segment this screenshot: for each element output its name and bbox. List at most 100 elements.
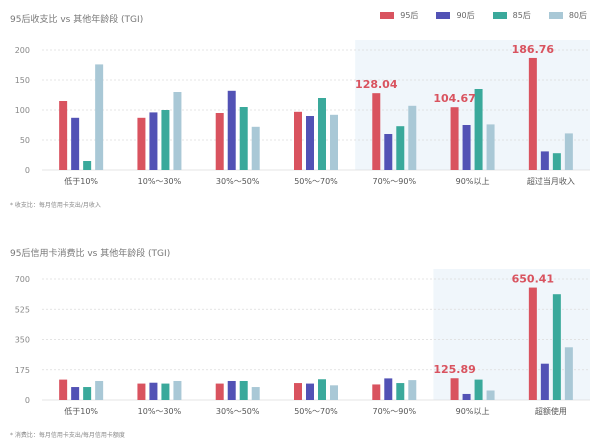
- chart1-ytick-label: 150: [15, 76, 30, 85]
- chart2-bar: [462, 393, 471, 400]
- chart2-bar: [215, 383, 224, 400]
- chart1-category-label: 90%以上: [456, 177, 490, 186]
- legend-swatch-80: [548, 12, 563, 19]
- chart1-bar: [528, 57, 537, 170]
- chart1-bar: [330, 114, 338, 170]
- chart2-ytick-label: 0: [25, 396, 30, 405]
- chart1-bar: [59, 101, 68, 170]
- chart1-bar: [149, 112, 158, 170]
- chart2-bar: [59, 379, 68, 400]
- chart2-bar: [396, 383, 405, 400]
- chart2-bar: [330, 385, 338, 400]
- chart2-bar: [528, 287, 537, 400]
- chart2-bar: [450, 378, 459, 400]
- legend-item-85: 85后: [492, 10, 531, 21]
- chart2-bar: [540, 363, 549, 400]
- chart2-bar: [227, 380, 236, 400]
- chart2-bar: [149, 382, 158, 400]
- chart1-ytick-label: 200: [15, 46, 30, 55]
- chart1-category-label: 70%～90%: [373, 177, 417, 186]
- chart1-bar: [239, 107, 248, 170]
- chart2-category-label: 10%～30%: [138, 407, 182, 416]
- chart2-data-label: 650.41: [512, 273, 554, 286]
- chart2-bar: [408, 380, 417, 400]
- chart2-note: * 消费比：每月信用卡支出/每月信用卡额度: [10, 432, 125, 439]
- chart2-category-label: 70%～90%: [373, 407, 417, 416]
- legend: 95后 90后 85后 80后: [380, 10, 587, 21]
- chart1-title: 95后收支比 vs 其他年龄段 (TGI): [10, 15, 144, 25]
- legend-swatch-90: [436, 12, 451, 19]
- chart1-bar: [306, 116, 314, 170]
- chart1-category-label: 超过当月收入: [527, 176, 575, 186]
- chart2-ytick-label: 350: [15, 336, 30, 345]
- chart1-bar: [396, 126, 405, 170]
- chart2-bar: [552, 294, 561, 400]
- chart2-category-label: 30%～50%: [216, 407, 260, 416]
- legend-label-80: 80后: [568, 11, 587, 20]
- chart1-bar: [552, 153, 561, 170]
- chart1-bar: [227, 90, 236, 170]
- chart1-bar: [384, 134, 393, 170]
- chart1-bar: [71, 117, 80, 170]
- chart1-ytick-label: 0: [25, 166, 30, 175]
- chart1-bar: [173, 92, 182, 170]
- chart2-bar: [239, 380, 248, 400]
- legend-item-90: 90后: [436, 10, 475, 21]
- chart1-bar: [408, 105, 417, 170]
- chart2-bar: [251, 387, 260, 400]
- chart1-category-label: 低于10%: [64, 176, 98, 186]
- chart2-category-label: 超额使用: [535, 406, 567, 416]
- chart1-note: * 收支比：每月信用卡支出/月收入: [10, 202, 101, 209]
- chart1-bar: [450, 107, 459, 170]
- chart1-data-label: 186.76: [512, 43, 555, 56]
- chart1-data-label: 104.67: [433, 92, 475, 105]
- chart1-bar: [474, 89, 483, 170]
- chart1-ytick-label: 100: [15, 106, 30, 115]
- legend-swatch-85: [492, 12, 507, 19]
- chart1-bar: [137, 117, 146, 170]
- chart1-bar: [83, 161, 92, 170]
- chart1-ytick-label: 50: [20, 136, 30, 145]
- chart2-bar: [564, 347, 573, 400]
- chart2-ytick-label: 175: [15, 366, 30, 375]
- chart1-bar: [251, 126, 260, 170]
- legend-item-95: 95后: [380, 10, 418, 21]
- legend-label-95: 95后: [400, 11, 419, 20]
- chart1-category-label: 50%～70%: [294, 177, 338, 186]
- chart2-bar: [306, 383, 314, 400]
- chart2-bar: [294, 383, 302, 400]
- chart2-bar: [173, 380, 182, 400]
- chart1-bar: [540, 151, 549, 170]
- chart2-bar: [83, 387, 92, 400]
- chart1-bar: [564, 133, 573, 170]
- chart2-data-label: 125.89: [433, 363, 475, 376]
- chart2-highlight-band: [433, 269, 590, 400]
- chart1-bar: [486, 124, 495, 170]
- chart1-highlight-band: [355, 40, 590, 170]
- chart2-bar: [161, 383, 170, 400]
- chart1-bar: [215, 113, 224, 170]
- chart1-bar: [161, 110, 170, 170]
- chart2-bar: [318, 379, 326, 400]
- chart2-category-label: 90%以上: [456, 407, 490, 416]
- legend-label-90: 90后: [456, 11, 475, 20]
- chart2-bar: [474, 379, 483, 400]
- chart1-bar: [372, 93, 381, 170]
- legend-label-85: 85后: [512, 11, 531, 20]
- chart2-category-label: 50%～70%: [294, 407, 338, 416]
- chart2-ytick-label: 525: [15, 305, 30, 314]
- chart1-bar: [318, 98, 326, 170]
- chart1-bar: [294, 111, 302, 170]
- legend-swatch-95: [380, 12, 395, 19]
- chart2-bar: [95, 380, 104, 400]
- chart2-category-label: 低于10%: [64, 406, 98, 416]
- chart1-category-label: 10%～30%: [138, 177, 182, 186]
- chart2-bar: [384, 378, 393, 400]
- legend-item-80: 80后: [548, 10, 587, 21]
- chart2-ytick-label: 700: [15, 275, 30, 284]
- chart2-bar: [372, 384, 381, 400]
- chart1-bar: [462, 125, 471, 170]
